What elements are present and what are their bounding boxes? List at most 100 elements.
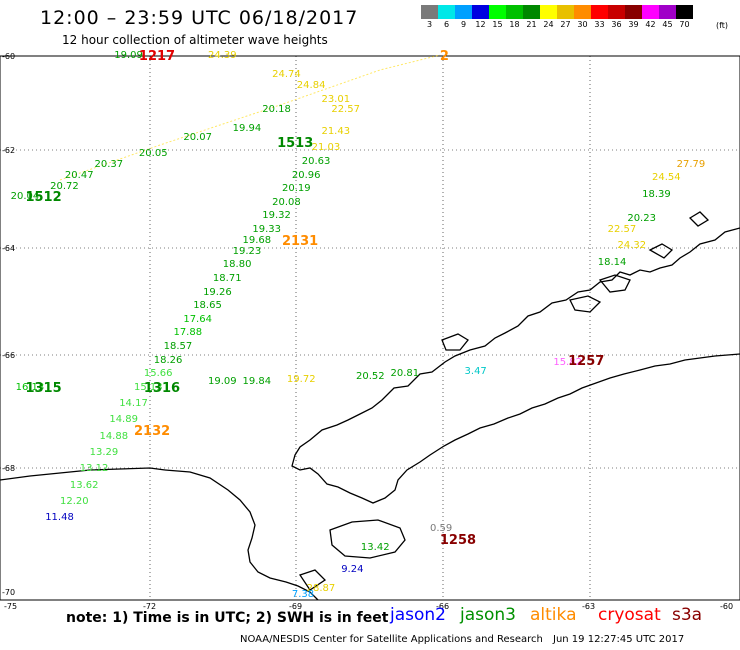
footer-note: note: 1) Time is in UTC; 2) SWH is in fe… [66,610,389,626]
wave-height-point: 20.07 [183,131,212,143]
legend-label: 12 [475,20,486,29]
legend-swatch [591,5,608,19]
legend-bin: 9 [455,5,472,31]
wave-height-point: 20.52 [356,370,385,382]
legend-swatch [489,5,506,19]
wave-height-point: 20.18 [262,104,291,116]
west-coast [0,467,166,481]
lon-tick-6: -60 [720,602,734,611]
pass-time-label: 1316 [143,380,181,396]
pass-time-label: 2132 [134,424,171,440]
wave-height-point: 18.80 [222,259,252,271]
wave-height-point: 19.94 [232,123,262,135]
wave-height-point: 15.13 [134,381,163,393]
wave-height-point: 17.64 [183,313,212,325]
pass-time-label: 1257 [568,353,605,369]
legend-bin: 33 [591,5,608,31]
legend-swatch [472,5,489,19]
satellite-jason3: jason3 [460,605,516,625]
legend-swatch [421,5,438,19]
legend-swatch [676,5,693,19]
wave-height-point: 24.32 [617,240,647,252]
legend-label: 21 [526,20,537,29]
wave-height-point: 3.47 [464,365,487,377]
footer-timestamp: Jun 19 12:27:45 UTC 2017 [553,634,685,645]
map-title: 12:00 – 23:59 UTC 06/18/2017 [40,7,359,29]
legend-bin: 24 [540,5,557,31]
legend-bin: 36 [608,5,625,31]
wave-height-point: 13.62 [69,479,99,491]
wave-height-point: 18.14 [597,256,627,268]
legend-bin: 39 [625,5,642,31]
wave-height-point: 11.48 [45,512,74,524]
wave-height-point: 15.82 [553,357,582,369]
wave-height-point: 18.39 [642,188,671,200]
lat-tick-2: -62 [2,146,16,155]
wave-height-point: 14.89 [109,414,138,426]
island-c [569,295,602,313]
wave-height-point: 9.24 [341,564,364,576]
satellite-cryosat: cryosat [598,605,661,625]
legend-unit: (ft) [716,21,729,30]
wave-height-point: 20.81 [390,368,420,380]
legend-label: 36 [611,20,622,29]
wave-height-point: 13.29 [89,447,119,459]
wave-height-point: 21.03 [311,142,341,154]
wave-height-point: 22.57 [331,104,360,116]
lat-tick-4: -66 [2,351,16,360]
island-e [648,243,674,259]
wave-height-point: 27.79 [676,158,706,170]
lon-tick-4: -66 [436,602,450,611]
legend-label: 18 [509,20,520,29]
legend-label: 24 [543,20,554,29]
wave-height-point: 19.26 [203,286,232,298]
legend-bin: 45 [659,5,676,31]
legend-swatch [523,5,540,19]
wave-height-point: 20.04 [10,191,40,203]
map-subtitle: 12 hour collection of altimeter wave hei… [62,33,328,47]
legend-swatch [574,5,591,19]
map-frame [0,55,740,601]
pass-time-label: 1217 [138,49,176,64]
legend-label: 27 [560,20,571,29]
legend-label: 39 [628,20,639,29]
wave-height-point: 7.38 [291,589,315,600]
island-f [688,211,710,227]
legend-bin: 3 [421,5,438,31]
legend-label: 3 [426,20,433,29]
legend-swatch [557,5,574,19]
lon-tick-3: -69 [289,602,303,611]
wave-height-point: 13.42 [360,542,390,554]
wave-height-point: 18.26 [153,354,183,366]
legend-label: 33 [594,20,605,29]
legend-swatch [540,5,557,19]
satellite-s3a: s3a [672,605,703,625]
legend-bin: 27 [557,5,574,31]
lon-tick-1: -75 [4,602,18,611]
lon-tick-2: -72 [143,602,157,611]
wave-height-point: 20.37 [94,158,124,170]
legend-label: 30 [577,20,588,29]
legend-label: 9 [460,20,467,29]
graticule [0,56,740,600]
satellite-altika: altika [530,605,577,625]
wave-height-point: 19.84 [242,376,272,388]
legend-swatch [506,5,523,19]
wave-height-point: 19.09 [114,50,143,61]
legend-swatch [455,5,472,19]
wave-height-point: 0.59 [430,523,453,535]
legend-label: 6 [443,20,450,29]
legend-bin: 18 [506,5,523,31]
wave-height-point: 19.68 [242,234,272,246]
wave-height-point: 18.65 [193,300,222,312]
coastline [0,211,740,601]
wave-height-point: 20.47 [64,169,94,181]
color-legend: 3 6 9 12 15 18 21 24 27 30 33 36 39 42 45 70 [421,5,693,31]
legend-bin: 42 [642,5,659,31]
lat-tick-6: -70 [2,588,16,597]
legend-label: 42 [645,20,656,29]
wave-height-point: 18.57 [163,341,193,353]
pass-time-label: 1512 [25,190,62,206]
sat-track [59,54,441,181]
legend-swatch [608,5,625,19]
